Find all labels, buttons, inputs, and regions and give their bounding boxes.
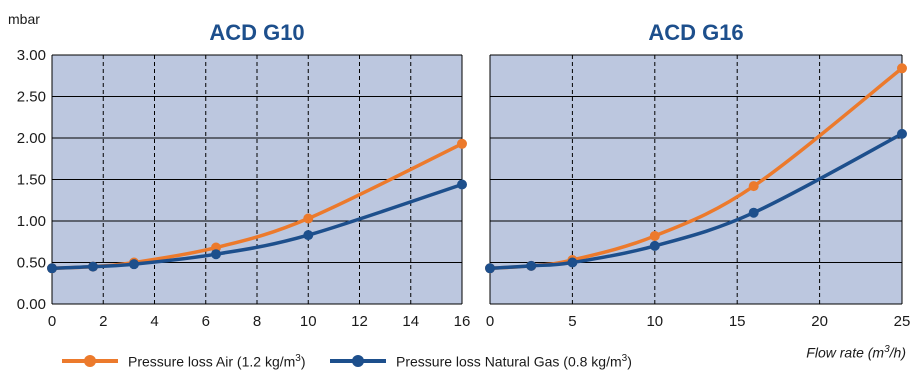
data-point-air xyxy=(649,230,660,241)
data-point-gas xyxy=(457,179,467,190)
data-point-gas xyxy=(211,249,221,260)
x-tick-label: 10 xyxy=(646,313,663,330)
y-tick-label: 1.00 xyxy=(17,213,46,230)
y-tick-label: 1.50 xyxy=(17,172,46,189)
data-point-gas xyxy=(897,128,907,139)
x-tick-label: 0 xyxy=(48,313,56,330)
legend-swatch-gas xyxy=(330,355,386,367)
y-tick-label: 0.50 xyxy=(17,255,46,272)
data-point-air xyxy=(303,213,314,224)
panel-2: ACD G16 0 5 10 15 20 25 xyxy=(485,20,910,330)
data-point-gas xyxy=(748,207,759,218)
legend-swatch-air xyxy=(62,355,118,367)
x-tick-label: 15 xyxy=(729,313,746,330)
data-point-gas xyxy=(567,257,578,268)
legend-label-gas: Pressure loss Natural Gas (0.8 kg/m3) xyxy=(396,352,632,370)
y-tick-label: 2.50 xyxy=(17,89,46,106)
x-tick-label: 16 xyxy=(454,313,471,330)
x-tick-label: 6 xyxy=(202,313,210,330)
legend-item-air: Pressure loss Air (1.2 kg/m3) xyxy=(62,350,306,372)
data-point-gas xyxy=(649,240,660,251)
data-point-gas xyxy=(485,263,495,274)
x-tick-label: 10 xyxy=(300,313,317,330)
data-point-air xyxy=(457,138,467,149)
x-tick-label: 14 xyxy=(402,313,419,330)
chart-title: ACD G16 xyxy=(648,20,743,45)
y-tick-label: 2.00 xyxy=(17,130,46,147)
legend-item-gas: Pressure loss Natural Gas (0.8 kg/m3) xyxy=(330,350,632,372)
data-point-gas xyxy=(47,263,57,274)
x-tick-label: 0 xyxy=(486,313,494,330)
x-tick-label: 2 xyxy=(99,313,107,330)
x-tick-label: 12 xyxy=(351,313,368,330)
y-tick-label: 0.00 xyxy=(17,296,46,313)
y-tick-label: 3.00 xyxy=(17,47,46,64)
data-point-gas xyxy=(303,230,314,241)
data-point-gas xyxy=(526,260,537,271)
legend-label-air: Pressure loss Air (1.2 kg/m3) xyxy=(128,352,306,370)
data-point-gas xyxy=(129,259,139,270)
chart-title: ACD G10 xyxy=(209,20,304,45)
x-tick-label: 5 xyxy=(568,313,576,330)
data-point-air xyxy=(748,181,759,192)
x-axis-unit-label: Flow rate (m3/h) xyxy=(806,344,906,361)
panel-1: ACD G10 0 2 4 6 8 10 12 14 16 0.00 0.50 1.00 1.50 2.00… xyxy=(17,20,471,330)
y-axis-unit-label: mbar xyxy=(8,11,40,27)
data-point-air xyxy=(897,63,907,74)
x-tick-label: 4 xyxy=(150,313,158,330)
x-tick-label: 20 xyxy=(811,313,828,330)
x-tick-label: 8 xyxy=(253,313,261,330)
x-tick-label: 25 xyxy=(894,313,911,330)
data-point-gas xyxy=(88,261,98,272)
